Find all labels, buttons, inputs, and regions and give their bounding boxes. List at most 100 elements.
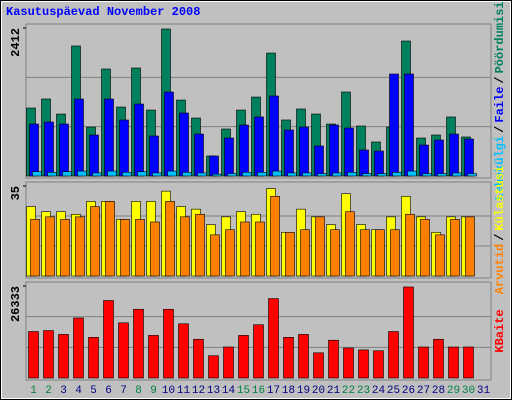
bar: [165, 201, 175, 277]
bar: [465, 216, 475, 277]
bar: [238, 335, 249, 379]
bar: [464, 138, 474, 177]
x-tick-label: 13: [207, 385, 220, 397]
bar: [58, 334, 69, 379]
bar: [89, 134, 99, 177]
legend-separator: /: [493, 234, 507, 241]
legend-entry: Faile: [493, 87, 507, 123]
bar: [118, 322, 129, 379]
bar: [164, 91, 174, 177]
x-tick-label: 1: [30, 385, 37, 397]
bar: [43, 330, 54, 379]
bar: [463, 346, 474, 379]
x-tick-label: 18: [282, 385, 295, 397]
bar: [344, 127, 354, 177]
bar: [405, 213, 415, 277]
bar: [120, 219, 130, 277]
x-tick-label: 20: [312, 385, 325, 397]
x-tick-label: 3: [60, 385, 67, 397]
bar: [74, 98, 84, 177]
x-tick-label: 21: [327, 385, 341, 397]
bar: [392, 172, 402, 177]
bar: [90, 206, 100, 277]
x-tick-label: 10: [162, 385, 175, 397]
bar: [373, 350, 384, 379]
bar: [375, 229, 385, 277]
x-tick-label: 15: [237, 385, 250, 397]
bar: [180, 216, 190, 277]
bar: [434, 139, 444, 177]
bar: [104, 98, 114, 177]
bar: [418, 346, 429, 379]
bar: [195, 213, 205, 277]
bar: [28, 331, 39, 379]
bar: [374, 150, 384, 177]
bar: [223, 346, 234, 379]
x-tick-label: 24: [372, 385, 386, 397]
bar: [315, 216, 325, 277]
x-tick-label: 31: [477, 385, 491, 397]
x-tick-label: 27: [417, 385, 430, 397]
legend: Lehekülgi / Faile / Pöördumisi: [493, 1, 507, 200]
bar: [45, 216, 55, 277]
bar: [407, 170, 417, 177]
bar: [152, 172, 162, 177]
bar: [343, 347, 354, 379]
bar: [73, 317, 84, 379]
bar: [269, 95, 279, 177]
bar: [149, 135, 159, 177]
bar: [77, 170, 87, 177]
bar: [208, 355, 219, 379]
bar: [227, 173, 237, 177]
x-tick-label: 16: [252, 385, 265, 397]
bar: [225, 229, 235, 277]
bar: [47, 172, 57, 177]
bar: [119, 119, 129, 177]
bar: [257, 172, 267, 177]
bar: [137, 171, 147, 177]
bar: [179, 112, 189, 177]
bar: [193, 338, 204, 379]
x-tick-label: 26: [402, 385, 415, 397]
bar: [313, 352, 324, 379]
bar: [302, 172, 312, 177]
bar: [332, 172, 342, 177]
bar: [122, 172, 132, 177]
bar: [317, 173, 327, 177]
bar: [105, 201, 115, 277]
bar: [88, 337, 99, 379]
bar: [135, 219, 145, 277]
x-tick-label: 8: [135, 385, 142, 397]
bar: [255, 221, 265, 277]
bar: [209, 155, 219, 177]
bar: [29, 123, 39, 177]
legend-entry: Lehekülgi: [493, 136, 507, 201]
legend-separator: /: [493, 126, 507, 133]
x-tick-label: 4: [75, 385, 82, 397]
bar: [404, 73, 414, 177]
bar: [435, 234, 445, 277]
bar: [433, 338, 444, 379]
bar: [270, 195, 280, 277]
x-tick-label: 6: [105, 385, 112, 397]
bar: [210, 234, 220, 277]
bar: [389, 73, 399, 177]
x-tick-label: 23: [357, 385, 370, 397]
bar: [285, 231, 295, 277]
bar: [377, 173, 387, 177]
bar: [253, 324, 264, 379]
x-tick-label: 14: [222, 385, 236, 397]
y-tick-label: 35: [9, 186, 23, 200]
bar: [419, 144, 429, 177]
bar: [390, 229, 400, 277]
bar: [32, 171, 42, 177]
x-tick-label: 12: [192, 385, 205, 397]
x-tick-label: 9: [150, 385, 157, 397]
bar: [420, 219, 430, 277]
bar: [358, 349, 369, 379]
bar: [242, 172, 252, 177]
legend-separator: /: [493, 76, 507, 83]
bar: [167, 170, 177, 177]
